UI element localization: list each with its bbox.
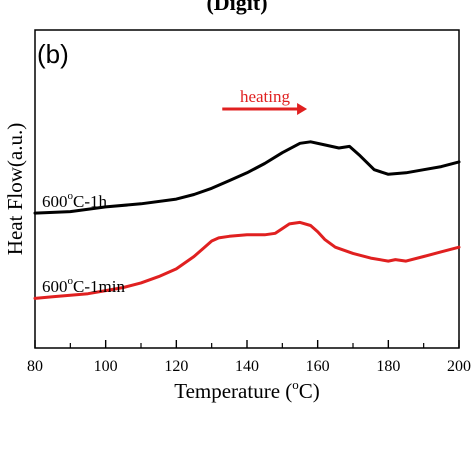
series-line-600c-1min	[33, 220, 461, 300]
x-axis-ticks	[34, 340, 460, 348]
top-text-fragment: (Digit)	[206, 0, 267, 15]
x-tick-label: 160	[306, 358, 330, 375]
y-axis-label: Heat Flow(a.u.)	[3, 123, 27, 255]
x-axis-label: Temperature (oC)	[174, 377, 320, 403]
x-axis-tick-labels: 80 100 120 140 160 180 200	[27, 358, 471, 375]
series-line-600c-1h	[33, 140, 461, 215]
series-label-600c-1h: 600oC-1h	[42, 190, 108, 211]
x-tick-label: 140	[235, 358, 259, 375]
x-tick-label: 100	[94, 358, 118, 375]
heating-arrow-head	[297, 103, 308, 115]
x-tick-label: 80	[27, 358, 43, 375]
x-axis-label-degree: o	[292, 377, 299, 392]
panel-label: (b)	[37, 39, 69, 69]
x-tick-label: 120	[164, 358, 188, 375]
x-tick-label: 200	[447, 358, 471, 375]
x-tick-label: 180	[376, 358, 400, 375]
series-label-600c-1min: 600oC-1min	[42, 275, 125, 296]
heating-annotation: heating	[222, 87, 308, 115]
heating-label: heating	[240, 87, 291, 106]
plot-frame	[34, 29, 460, 349]
